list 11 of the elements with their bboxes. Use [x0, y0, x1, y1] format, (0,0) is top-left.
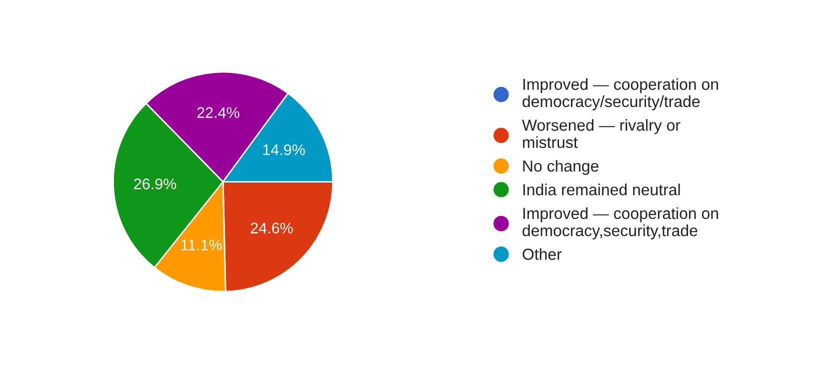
data-label: 14.9% [263, 144, 305, 156]
legend-label: Improved — cooperation on democracy,security,trade [522, 207, 718, 240]
legend-label: Improved — cooperation on democracy/security/trade [522, 78, 718, 110]
legend-label: India remained neutral [523, 184, 680, 196]
legend-label: No change [523, 160, 598, 175]
data-label: 24.6% [250, 222, 293, 234]
data-label: 26.9% [134, 178, 176, 190]
data-label: 22.4% [197, 107, 240, 118]
legend-label: Other [522, 248, 562, 260]
legend-label: Worsened — rivalry or mistrust [522, 119, 680, 148]
data-label: 11.1% [181, 240, 222, 250]
